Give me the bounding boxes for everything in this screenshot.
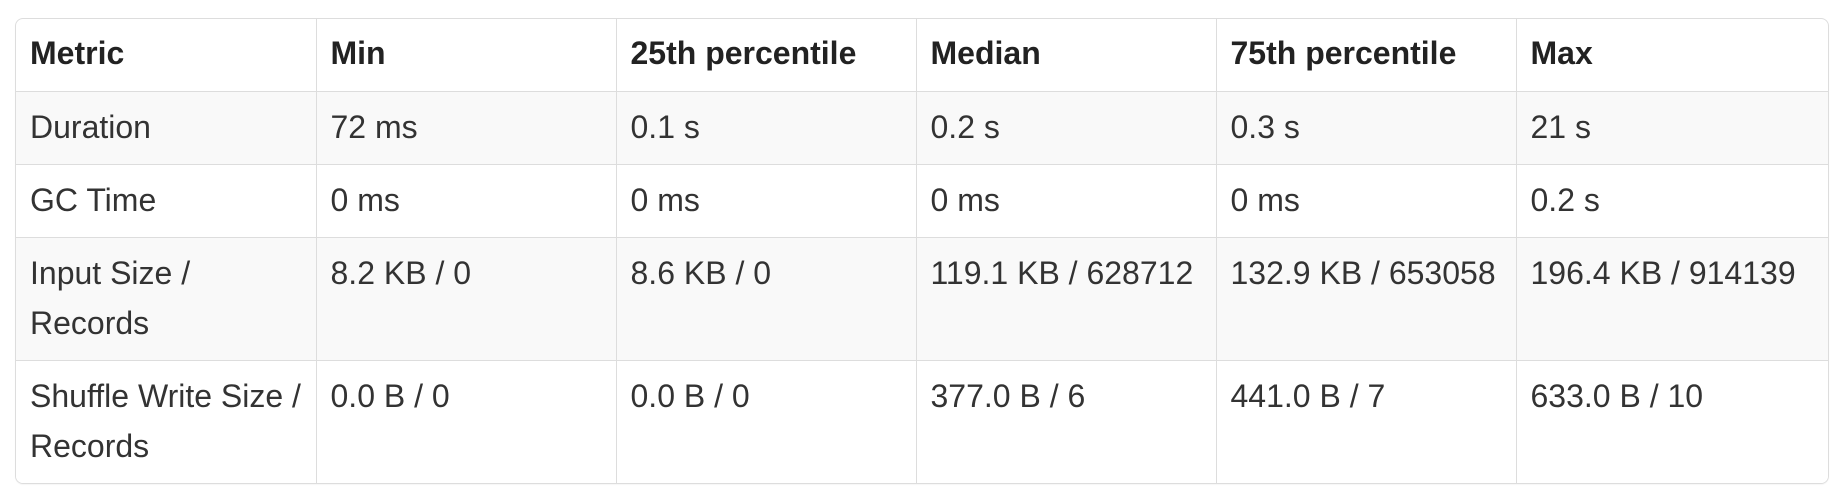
metric-name-cell: Shuffle Write Size / Records	[16, 360, 317, 483]
table-row: Input Size / Records 8.2 KB / 0 8.6 KB /…	[16, 237, 1828, 361]
column-header-median[interactable]: Median	[916, 19, 1217, 92]
table-row: Duration 72 ms 0.1 s 0.2 s 0.3 s 21 s	[16, 91, 1828, 165]
table-header-row: Metric Min 25th percentile Median 75th p…	[16, 19, 1828, 92]
min-cell: 8.2 KB / 0	[316, 237, 617, 361]
max-cell: 196.4 KB / 914139	[1516, 237, 1828, 361]
summary-metrics-table-container: Metric Min 25th percentile Median 75th p…	[15, 18, 1829, 484]
p25-cell: 8.6 KB / 0	[616, 237, 917, 361]
metric-name-cell: Input Size / Records	[16, 237, 317, 361]
metric-name-cell: GC Time	[16, 164, 317, 238]
p75-cell: 0.3 s	[1216, 91, 1517, 165]
p25-cell: 0 ms	[616, 164, 917, 238]
summary-metrics-table: Metric Min 25th percentile Median 75th p…	[16, 19, 1828, 483]
max-cell: 633.0 B / 10	[1516, 360, 1828, 483]
p75-cell: 132.9 KB / 653058	[1216, 237, 1517, 361]
median-cell: 119.1 KB / 628712	[916, 237, 1217, 361]
metric-name-cell: Duration	[16, 91, 317, 165]
min-cell: 0.0 B / 0	[316, 360, 617, 483]
p75-cell: 0 ms	[1216, 164, 1517, 238]
table-row: Shuffle Write Size / Records 0.0 B / 0 0…	[16, 360, 1828, 483]
median-cell: 0.2 s	[916, 91, 1217, 165]
median-cell: 0 ms	[916, 164, 1217, 238]
p25-cell: 0.1 s	[616, 91, 917, 165]
median-cell: 377.0 B / 6	[916, 360, 1217, 483]
max-cell: 21 s	[1516, 91, 1828, 165]
column-header-75th-percentile[interactable]: 75th percentile	[1216, 19, 1517, 92]
p25-cell: 0.0 B / 0	[616, 360, 917, 483]
column-header-25th-percentile[interactable]: 25th percentile	[616, 19, 917, 92]
min-cell: 0 ms	[316, 164, 617, 238]
column-header-metric[interactable]: Metric	[16, 19, 317, 92]
column-header-max[interactable]: Max	[1530, 35, 1593, 71]
column-header-min[interactable]: Min	[316, 19, 617, 92]
min-cell: 72 ms	[316, 91, 617, 165]
max-cell: 0.2 s	[1516, 164, 1828, 238]
table-row: GC Time 0 ms 0 ms 0 ms 0 ms 0.2 s	[16, 164, 1828, 238]
p75-cell: 441.0 B / 7	[1216, 360, 1517, 483]
